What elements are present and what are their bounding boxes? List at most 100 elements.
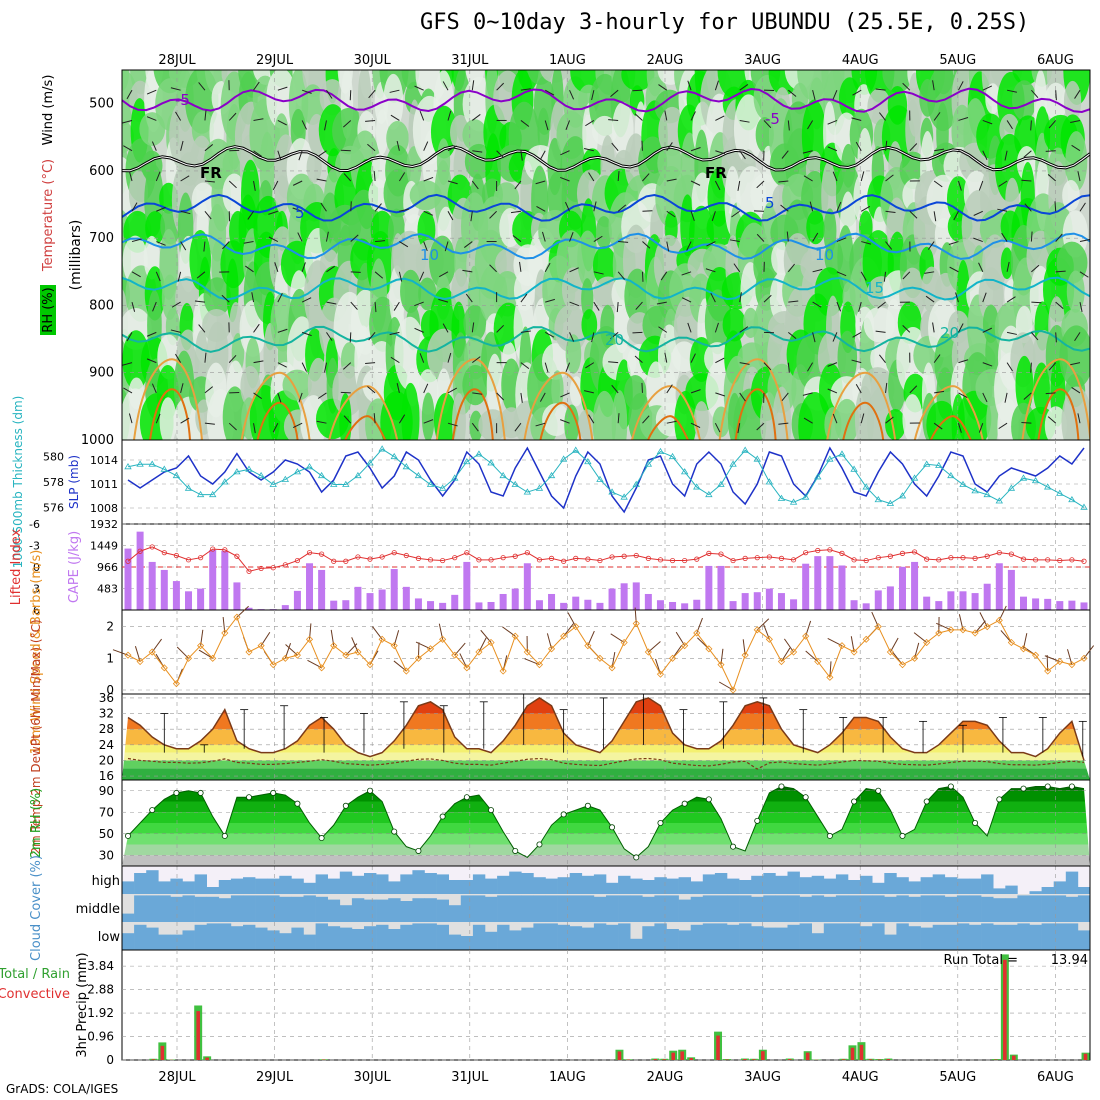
wind-barb (301, 89, 312, 94)
wind-speed-point (741, 651, 749, 659)
wind-barb (739, 119, 750, 123)
wind-barb (365, 119, 376, 122)
wind-barb (316, 420, 327, 424)
wind-barb (1077, 171, 1081, 182)
wind-barb (1074, 89, 1081, 99)
thickness-point (826, 455, 834, 462)
rh-patch (902, 394, 923, 440)
wind-speed-point (269, 661, 277, 669)
cloud-cell (291, 878, 304, 894)
pressure-tick: 1000 (81, 433, 114, 448)
wind-speed-point (160, 664, 168, 672)
wind-barb (471, 180, 479, 190)
rh-patch (547, 171, 567, 222)
rh-patch (733, 94, 764, 164)
wind-barb (156, 241, 166, 246)
wind-barb (480, 629, 492, 643)
li-point (415, 555, 422, 562)
wind-barb (687, 322, 692, 333)
wind-barb (350, 301, 358, 310)
cape-bar (197, 588, 205, 610)
temperature-contour-warm (435, 358, 506, 440)
precip-convective-bar (205, 1057, 209, 1060)
temperature-contour (122, 193, 1090, 222)
thickness-tick: 578 (43, 476, 64, 489)
cape-bar (185, 591, 193, 610)
precip-convective-bar (617, 1051, 622, 1060)
wind-speed-point (608, 664, 616, 672)
cloud-cell (872, 923, 885, 950)
wind-barb (272, 180, 279, 191)
wind-barb (763, 362, 772, 371)
wind-speed-point (874, 623, 882, 631)
rh-patch (1061, 386, 1090, 440)
wind-speed-point (221, 629, 229, 637)
wind-barb (180, 383, 184, 394)
thickness-point (330, 480, 338, 487)
wind-barb (812, 301, 822, 308)
thickness-point (935, 461, 943, 468)
rh-patch (624, 268, 651, 324)
wind-barb (690, 353, 696, 363)
wind-speed-point (245, 648, 253, 656)
cape-bar (669, 601, 677, 610)
wind-speed-point (886, 648, 894, 656)
thickness-point (777, 494, 786, 501)
thickness-point (414, 471, 423, 479)
wind-barb (812, 268, 823, 273)
precip-convective-bar (752, 1059, 756, 1060)
wind-tick: 1 (106, 651, 114, 665)
wind-barb (1045, 150, 1056, 152)
li-point (669, 557, 676, 564)
wind-speed-point (184, 654, 193, 662)
wind-barb (982, 150, 988, 161)
cloud-cell (714, 873, 728, 894)
wind-barb (454, 642, 466, 656)
thickness-point (717, 480, 725, 487)
cloud-cell (690, 924, 704, 950)
cloud-cell (981, 896, 994, 922)
cloud-cell (279, 933, 292, 950)
wind-barb (131, 301, 136, 312)
wind-barb (176, 646, 189, 659)
wind-speed-point (499, 667, 507, 675)
cross-section-plot: -5 -5 FR FR 5 5 10 10 15 20 20 (122, 70, 1090, 440)
wind-speed-point (402, 667, 410, 675)
li-point (440, 557, 446, 564)
wind-barb (343, 173, 352, 182)
temperature-contour-warm (240, 371, 311, 440)
wind-barb (610, 633, 625, 643)
temp-band (122, 752, 1090, 761)
wind-speed-point (426, 645, 435, 653)
contour-label: FR (200, 164, 222, 182)
wind-barb (1021, 421, 1032, 424)
cape-bar (693, 599, 701, 610)
rh-point (826, 832, 833, 839)
wind-barb (836, 237, 847, 243)
wind-barb (536, 205, 546, 212)
cape-bar (245, 607, 253, 610)
wind-barb (675, 631, 686, 646)
precip-tick: 3.84 (87, 959, 114, 973)
cape-bar (826, 556, 834, 610)
rh-point (1044, 783, 1051, 790)
thickness-point (1031, 476, 1040, 484)
cape-bar (342, 600, 350, 610)
contour-label: 20 (940, 324, 959, 342)
cloud-cell (485, 931, 498, 950)
cape-bar (862, 603, 870, 610)
wind-barb (591, 90, 595, 101)
wind-barb (706, 241, 716, 247)
rh-point (560, 811, 567, 818)
wind-barb (666, 210, 676, 218)
wind-speed-point (898, 661, 907, 669)
rh-patch (421, 392, 435, 440)
wind-barb (1045, 392, 1056, 395)
wind-barb (298, 392, 303, 403)
cloud-cell (472, 924, 486, 950)
cloud-cell (969, 895, 982, 922)
cloud-cell (981, 923, 994, 950)
wind-barb (204, 352, 207, 363)
cape-bar (487, 601, 495, 610)
temperature-legend-label: Temperature (°C) (41, 159, 56, 272)
